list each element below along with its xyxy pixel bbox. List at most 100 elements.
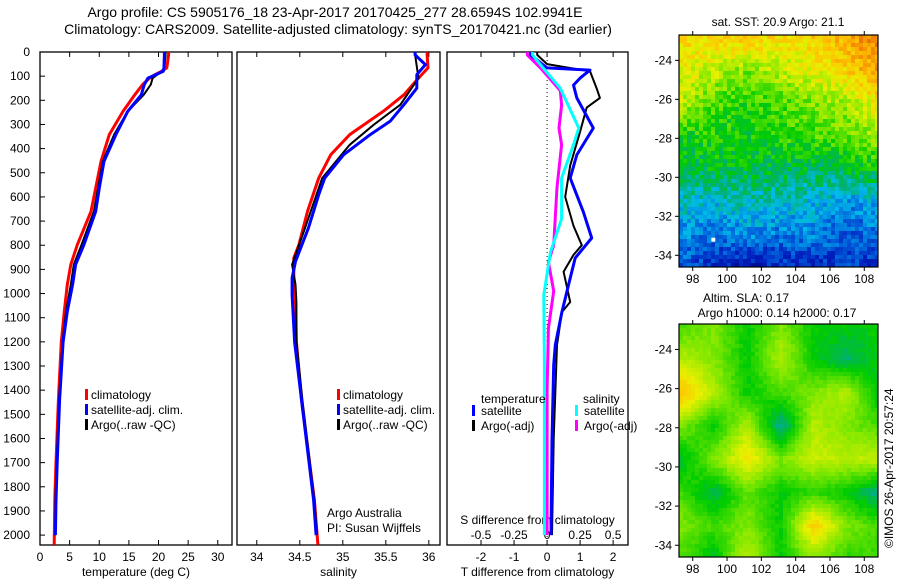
map-cell: [711, 87, 715, 91]
map-cell: [843, 223, 847, 227]
map-cell: [751, 460, 755, 464]
map-cell: [811, 456, 815, 460]
map-cell: [723, 360, 727, 364]
map-cell: [755, 115, 759, 119]
map-cell: [723, 348, 727, 352]
map-cell: [747, 67, 751, 71]
map-cell: [875, 83, 878, 87]
map-cell: [819, 203, 823, 207]
map-cell: [691, 175, 695, 179]
map-cell: [851, 239, 855, 243]
map-cell: [759, 47, 763, 51]
map-cell: [727, 255, 731, 259]
map-cell: [719, 167, 723, 171]
map-cell: [703, 376, 707, 380]
map-cell: [867, 95, 871, 99]
map-cell: [871, 460, 875, 464]
map-cell: [819, 51, 823, 55]
map-cell: [783, 71, 787, 75]
map-cell: [691, 243, 695, 247]
map-cell: [699, 47, 703, 51]
map-cell: [695, 336, 699, 340]
map-cell: [779, 35, 783, 39]
map-cell: [867, 155, 871, 159]
map-cell: [763, 199, 767, 203]
map-cell: [775, 424, 779, 428]
map-cell: [823, 332, 827, 336]
map-cell: [867, 360, 871, 364]
map-cell: [823, 167, 827, 171]
map-cell: [775, 263, 779, 267]
map-cell: [727, 376, 731, 380]
map-cell: [791, 55, 795, 59]
map-cell: [719, 91, 723, 95]
map-cell: [747, 420, 751, 424]
map-cell: [779, 139, 783, 143]
map-cell: [715, 404, 719, 408]
map-cell: [867, 171, 871, 175]
map-cell: [723, 440, 727, 444]
map-cell: [759, 79, 763, 83]
map-cell: [691, 179, 695, 183]
map-cell: [855, 43, 859, 47]
map-cell: [843, 380, 847, 384]
map-cell: [819, 396, 823, 400]
map-cell: [839, 328, 843, 332]
map-cell: [815, 448, 819, 452]
map-cell: [699, 412, 703, 416]
map-cell: [711, 79, 715, 83]
map-cell: [827, 416, 831, 420]
map-cell: [835, 211, 839, 215]
map-cell: [839, 39, 843, 43]
map-cell: [839, 127, 843, 131]
map-cell: [703, 219, 707, 223]
map-cell: [699, 143, 703, 147]
map-cell: [799, 376, 803, 380]
map-cell: [843, 408, 847, 412]
map-cell: [851, 155, 855, 159]
map-cell: [743, 163, 747, 167]
map-cell: [703, 215, 707, 219]
map-cell: [767, 155, 771, 159]
map-cell: [779, 103, 783, 107]
map-cell: [835, 195, 839, 199]
map-cell: [815, 191, 819, 195]
map-cell: [731, 227, 735, 231]
map-cell: [695, 103, 699, 107]
map-cell: [759, 95, 763, 99]
map-cell: [839, 219, 843, 223]
map-cell: [863, 255, 867, 259]
map-cell: [731, 219, 735, 223]
map-cell: [751, 215, 755, 219]
map-cell: [695, 324, 699, 328]
map-cell: [691, 127, 695, 131]
map-cell: [687, 324, 691, 328]
map-cell: [787, 123, 791, 127]
map-cell: [851, 344, 855, 348]
map-cell: [843, 231, 847, 235]
map-cell: [807, 187, 811, 191]
map-cell: [719, 251, 723, 255]
map-cell: [847, 223, 851, 227]
map-cell: [683, 211, 687, 215]
map-cell: [847, 203, 851, 207]
map-cell: [811, 460, 815, 464]
map-cell: [807, 103, 811, 107]
map-cell: [767, 107, 771, 111]
map-cell: [727, 203, 731, 207]
map-cell: [863, 352, 867, 356]
map-cell: [759, 336, 763, 340]
map-cell: [831, 368, 835, 372]
map-cell: [755, 235, 759, 239]
map-cell: [803, 408, 807, 412]
y-tick-label: 1600: [3, 431, 30, 445]
map-cell: [715, 147, 719, 151]
map-cell: [779, 167, 783, 171]
map-cell: [763, 324, 767, 328]
map-cell: [699, 336, 703, 340]
map-cell: [875, 67, 878, 71]
s-diff-tick-label: 0.25: [568, 528, 592, 542]
map-cell: [843, 336, 847, 340]
map-cell: [823, 39, 827, 43]
map-cell: [859, 251, 863, 255]
